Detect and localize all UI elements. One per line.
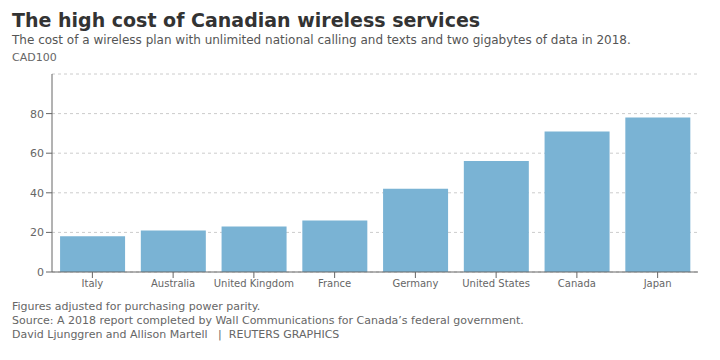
svg-text:Canada: Canada [558,278,596,289]
html-text:David Ljunggren and Allison Ma: David Ljunggren and Allison Martell | RE… [12,328,340,341]
svg-text:Italy: Italy [82,278,104,289]
html-text:Source: A 2018 report complete: Source: A 2018 report completed by Wall … [12,314,524,327]
svg-text:0: 0 [37,266,44,279]
svg-text:Japan: Japan [643,278,672,289]
svg-text:Germany: Germany [392,278,438,289]
svg-text:20: 20 [30,226,44,239]
svg-text:United States: United States [462,278,530,289]
svg-text:United Kingdom: United Kingdom [214,278,294,289]
html-text:CAD100: CAD100 [12,51,57,64]
svg-text:Australia: Australia [151,278,195,289]
html-text:The cost of a wireless plan wi: The cost of a wireless plan with unlimit… [12,33,631,47]
svg-text:France: France [318,278,351,289]
svg-text:80: 80 [30,108,44,121]
svg-text:60: 60 [30,147,44,160]
html-text:Figures adjusted for purchasin: Figures adjusted for purchasing power pa… [12,300,261,313]
html-text:The high cost of Canadian wire: The high cost of Canadian wireless servi… [12,9,481,31]
svg-text:40: 40 [30,187,44,200]
